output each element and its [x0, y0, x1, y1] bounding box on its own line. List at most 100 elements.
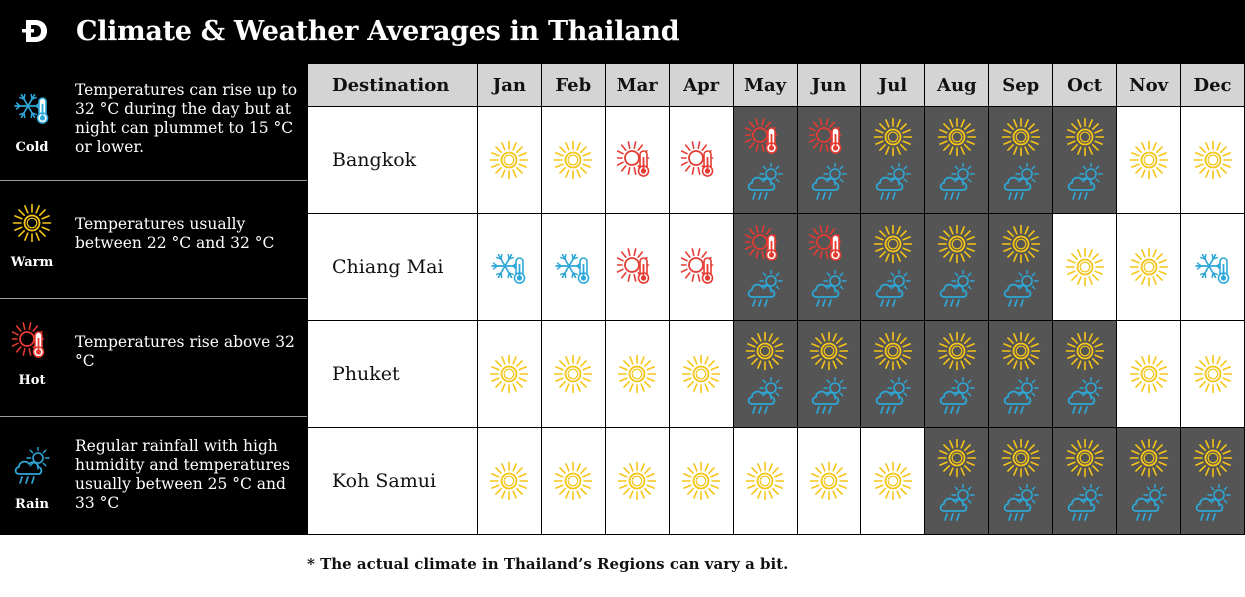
legend-divider	[0, 416, 307, 417]
legend-label: Hot	[18, 373, 46, 388]
climate-cell-aug	[924, 427, 990, 535]
cloud-rain-sun-icon	[1001, 270, 1041, 310]
sun-icon	[1193, 140, 1233, 180]
column-header-dec: Dec	[1180, 63, 1245, 107]
column-header-aug: Aug	[924, 63, 990, 107]
cloud-rain-sun-icon	[12, 447, 52, 487]
snowflake-thermometer-icon	[489, 247, 529, 287]
climate-cell-sep	[988, 213, 1054, 321]
climate-cell-nov	[1116, 427, 1182, 535]
column-header-apr: Apr	[668, 63, 734, 107]
column-header-jul: Jul	[860, 63, 926, 107]
climate-cell-dec	[1180, 427, 1245, 535]
climate-cell-oct	[1052, 427, 1118, 535]
cloud-rain-sun-icon	[745, 163, 785, 203]
climate-cell-jun	[796, 106, 862, 214]
cloud-rain-sun-icon	[1001, 377, 1041, 417]
sun-icon	[617, 354, 657, 394]
column-header-feb: Feb	[540, 63, 606, 107]
climate-cell-may	[732, 427, 798, 535]
snowflake-thermometer-icon	[12, 87, 52, 127]
column-header-sep: Sep	[988, 63, 1054, 107]
climate-cell-jun	[796, 320, 862, 428]
destination-name: Phuket	[307, 320, 478, 428]
legend-item-hot: Hot Temperatures rise above 32 °C	[0, 299, 307, 416]
sun-icon	[1129, 438, 1169, 478]
climate-cell-mar	[604, 320, 670, 428]
sun-icon	[681, 354, 721, 394]
legend-panel: Cold Temperatures can rise up to 32 °C d…	[0, 63, 307, 535]
sun-icon	[1193, 438, 1233, 478]
logo-icon	[22, 20, 47, 42]
climate-cell-mar	[604, 106, 670, 214]
cloud-rain-sun-icon	[1001, 163, 1041, 203]
climate-cell-jul	[860, 427, 926, 535]
cloud-rain-sun-icon	[745, 270, 785, 310]
sun-icon	[873, 224, 913, 264]
cloud-rain-sun-icon	[873, 377, 913, 417]
legend-label: Cold	[15, 140, 49, 155]
legend-item-rain: Rain Regular rainfall with high humidity…	[0, 417, 307, 535]
legend-text: Temperatures rise above 32 °C	[75, 333, 295, 370]
climate-cell-apr	[668, 320, 734, 428]
cloud-rain-sun-icon	[873, 270, 913, 310]
cloud-rain-sun-icon	[1065, 377, 1105, 417]
sun-thermometer-icon	[12, 321, 52, 361]
climate-cell-jul	[860, 320, 926, 428]
legend-label: Rain	[15, 497, 49, 512]
legend-item-cold: Cold Temperatures can rise up to 32 °C d…	[0, 63, 307, 180]
header-bar: Climate & Weather Averages in Thailand	[0, 0, 1245, 63]
legend-text: Temperatures usually between 22 °C and 3…	[75, 215, 275, 252]
column-header-nov: Nov	[1116, 63, 1182, 107]
sun-icon	[1193, 354, 1233, 394]
climate-cell-feb	[540, 106, 606, 214]
sun-thermometer-icon	[617, 140, 657, 180]
sun-icon	[809, 461, 849, 501]
table-row: Phuket	[307, 320, 1245, 428]
destination-name: Bangkok	[307, 106, 478, 214]
climate-cell-jun	[796, 213, 862, 321]
climate-cell-jul	[860, 106, 926, 214]
climate-cell-apr	[668, 106, 734, 214]
sun-icon	[937, 117, 977, 157]
climate-cell-may	[732, 213, 798, 321]
sun-thermometer-icon	[745, 117, 785, 157]
footnote: * The actual climate in Thailand’s Regio…	[307, 555, 789, 573]
climate-cell-nov	[1116, 320, 1182, 428]
sun-icon	[873, 331, 913, 371]
sun-icon	[617, 461, 657, 501]
sun-icon	[1065, 117, 1105, 157]
climate-cell-dec	[1180, 320, 1245, 428]
cloud-rain-sun-icon	[873, 163, 913, 203]
sun-icon	[1065, 438, 1105, 478]
legend-item-warm: Warm Temperatures usually between 22 °C …	[0, 181, 307, 298]
climate-cell-aug	[924, 213, 990, 321]
climate-cell-sep	[988, 427, 1054, 535]
sun-icon	[1001, 438, 1041, 478]
cloud-rain-sun-icon	[1129, 484, 1169, 524]
cloud-rain-sun-icon	[937, 377, 977, 417]
climate-cell-jul	[860, 213, 926, 321]
climate-cell-oct	[1052, 320, 1118, 428]
cloud-rain-sun-icon	[809, 377, 849, 417]
climate-cell-nov	[1116, 213, 1182, 321]
cloud-rain-sun-icon	[1065, 163, 1105, 203]
climate-cell-may	[732, 320, 798, 428]
climate-cell-aug	[924, 106, 990, 214]
column-header-jun: Jun	[796, 63, 862, 107]
column-header-oct: Oct	[1052, 63, 1118, 107]
climate-cell-feb	[540, 213, 606, 321]
climate-cell-oct	[1052, 106, 1118, 214]
sun-icon	[937, 224, 977, 264]
climate-cell-mar	[604, 427, 670, 535]
cloud-rain-sun-icon	[745, 377, 785, 417]
sun-thermometer-icon	[808, 224, 849, 264]
column-header-destination: Destination	[307, 63, 478, 107]
climate-cell-sep	[988, 320, 1054, 428]
climate-cell-feb	[540, 320, 606, 428]
cloud-rain-sun-icon	[1193, 484, 1233, 524]
sun-thermometer-icon	[745, 224, 785, 264]
sun-icon	[1001, 117, 1041, 157]
cloud-rain-sun-icon	[937, 270, 977, 310]
destination-name: Koh Samui	[307, 427, 478, 535]
